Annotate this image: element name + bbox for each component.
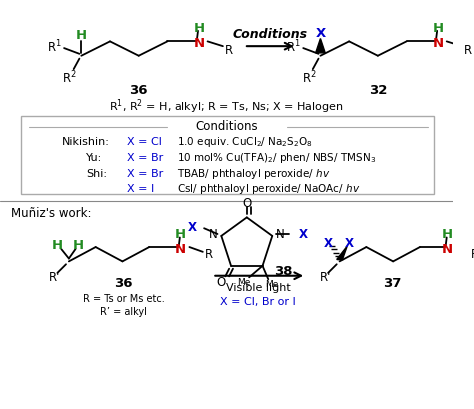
Text: H: H [433, 22, 444, 34]
Text: X: X [188, 220, 197, 233]
Text: Nikishin:: Nikishin: [62, 137, 110, 146]
Text: X: X [315, 27, 326, 40]
Text: Visible light: Visible light [226, 283, 291, 292]
Text: Yu:: Yu: [86, 153, 102, 163]
Text: R': R' [49, 270, 60, 283]
Text: H: H [73, 238, 84, 251]
Text: R$^2$: R$^2$ [301, 69, 316, 86]
Text: Muñiz's work:: Muñiz's work: [11, 207, 92, 220]
Text: 32: 32 [369, 83, 387, 97]
Text: R': R' [319, 270, 331, 283]
Text: N: N [175, 242, 186, 255]
Text: X: X [298, 228, 307, 241]
Text: Conditions: Conditions [195, 120, 258, 133]
Text: R$^1$, R$^2$ = H, alkyl; R = Ts, Ns; X = Halogen: R$^1$, R$^2$ = H, alkyl; R = Ts, Ns; X =… [109, 97, 344, 115]
Text: 36: 36 [114, 276, 133, 289]
Text: H: H [193, 22, 204, 34]
Text: N: N [193, 37, 204, 50]
Text: CsI/ phthaloyl peroxide/ NaOAc/ $hv$: CsI/ phthaloyl peroxide/ NaOAc/ $hv$ [177, 181, 360, 195]
Text: H: H [52, 238, 63, 251]
Text: 10 mol% Cu(TFA)$_2$/ phen/ NBS/ TMSN$_3$: 10 mol% Cu(TFA)$_2$/ phen/ NBS/ TMSN$_3$ [177, 151, 376, 165]
Text: 1.0 equiv. CuCl$_2$/ Na$_2$S$_2$O$_8$: 1.0 equiv. CuCl$_2$/ Na$_2$S$_2$O$_8$ [177, 135, 313, 148]
Text: R$^2$: R$^2$ [63, 69, 77, 86]
Text: X = Br: X = Br [127, 169, 164, 179]
Text: H: H [442, 227, 453, 240]
Polygon shape [316, 39, 325, 54]
Text: X: X [345, 236, 354, 249]
Text: R’ = alkyl: R’ = alkyl [100, 306, 147, 317]
Text: R: R [471, 247, 474, 261]
Text: Me: Me [237, 277, 250, 286]
Text: R: R [225, 43, 233, 56]
Text: 36: 36 [129, 83, 148, 97]
Text: X = Cl: X = Cl [127, 137, 162, 146]
Text: X = Cl, Br or I: X = Cl, Br or I [220, 296, 296, 306]
Text: X = Br: X = Br [127, 153, 164, 163]
Text: X: X [324, 236, 333, 249]
Text: N: N [275, 228, 284, 241]
Text: 37: 37 [383, 276, 401, 289]
Polygon shape [337, 247, 347, 260]
Text: R = Ts or Ms etc.: R = Ts or Ms etc. [82, 293, 164, 303]
Text: 38: 38 [274, 265, 292, 278]
Text: N: N [210, 228, 218, 241]
Text: Me: Me [265, 279, 279, 288]
Text: R$^1$: R$^1$ [47, 39, 62, 55]
Text: O: O [217, 275, 226, 288]
Text: N: N [442, 242, 453, 255]
Text: Shi:: Shi: [86, 169, 107, 179]
Text: H: H [175, 227, 186, 240]
Bar [21, 117, 434, 195]
Text: H: H [76, 29, 87, 42]
Text: R: R [464, 43, 472, 56]
Text: N: N [433, 37, 444, 50]
Text: R: R [204, 247, 213, 261]
Text: X = I: X = I [127, 183, 155, 193]
Text: R$^1$: R$^1$ [286, 39, 301, 55]
Text: TBAB/ phthaloyl peroxide/ $hv$: TBAB/ phthaloyl peroxide/ $hv$ [177, 167, 330, 181]
Text: O: O [242, 196, 251, 209]
Text: Conditions: Conditions [232, 28, 307, 41]
